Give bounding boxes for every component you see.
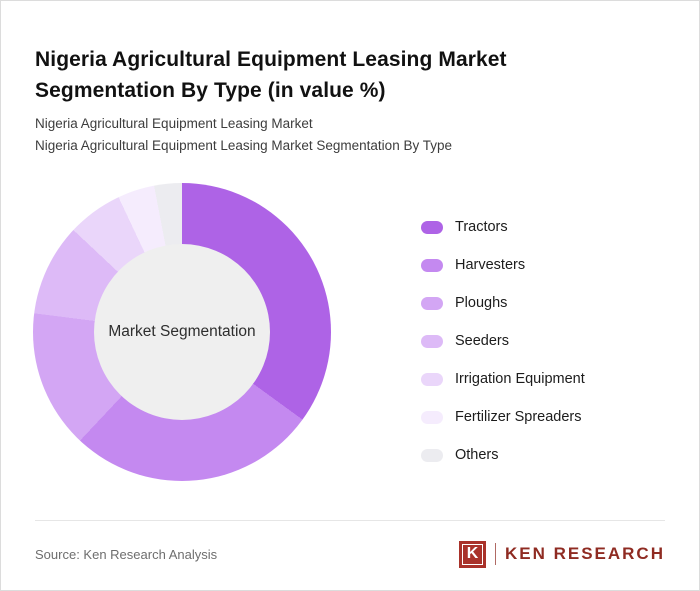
legend-label-others: Others: [455, 447, 499, 463]
logo-letter: K: [466, 545, 479, 562]
legend-swatch-irrigation-equipment: [421, 372, 443, 386]
legend-item-irrigation-equipment: Irrigation Equipment: [421, 360, 585, 398]
subtitle-block: Nigeria Agricultural Equipment Leasing M…: [35, 113, 452, 156]
chart-legend: Tractors Harvesters Ploughs Seeders Irri…: [421, 208, 585, 474]
source-text: Source: Ken Research Analysis: [35, 546, 218, 562]
page-title: Nigeria Agricultural Equipment Leasing M…: [35, 48, 507, 102]
legend-item-seeders: Seeders: [421, 322, 585, 360]
legend-label-seeders: Seeders: [455, 333, 510, 349]
donut-chart-area: Market Segmentation: [33, 183, 331, 481]
legend-item-harvesters: Harvesters: [421, 246, 585, 284]
legend-swatch-harvesters: [421, 258, 443, 272]
ken-research-logo-mark: K: [458, 540, 486, 568]
legend-swatch-tractors: [421, 220, 443, 234]
legend-swatch-seeders: [421, 334, 443, 348]
legend-label-irrigation-equipment: Irrigation Equipment: [455, 371, 585, 387]
legend-item-tractors: Tractors: [421, 208, 585, 246]
subtitle-line-1: Nigeria Agricultural Equipment Leasing M…: [35, 116, 313, 131]
subtitle-line-2: Nigeria Agricultural Equipment Leasing M…: [35, 137, 452, 153]
legend-swatch-others: [421, 448, 443, 462]
legend-swatch-ploughs: [421, 296, 443, 310]
legend-label-harvesters: Harvesters: [455, 257, 526, 273]
legend-label-ploughs: Ploughs: [455, 295, 508, 311]
donut-center: Market Segmentation: [94, 244, 270, 420]
donut-chart: Market Segmentation: [33, 183, 331, 481]
legend-swatch-fertilizer-spreaders: [421, 410, 443, 424]
logo-separator: [494, 543, 496, 565]
legend-label-tractors: Tractors: [455, 219, 508, 235]
legend-item-fertilizer-spreaders: Fertilizer Spreaders: [421, 398, 585, 436]
donut-center-label: Market Segmentation: [108, 323, 256, 340]
logo-wordmark: KEN RESEARCH: [504, 544, 665, 563]
legend-label-fertilizer-spreaders: Fertilizer Spreaders: [455, 409, 582, 425]
footer-divider: [35, 520, 665, 521]
legend-item-ploughs: Ploughs: [421, 284, 585, 322]
legend-item-others: Others: [421, 436, 585, 474]
footer: Source: Ken Research Analysis K KEN RESE…: [35, 534, 665, 574]
ken-research-logo: K KEN RESEARCH: [458, 540, 665, 568]
